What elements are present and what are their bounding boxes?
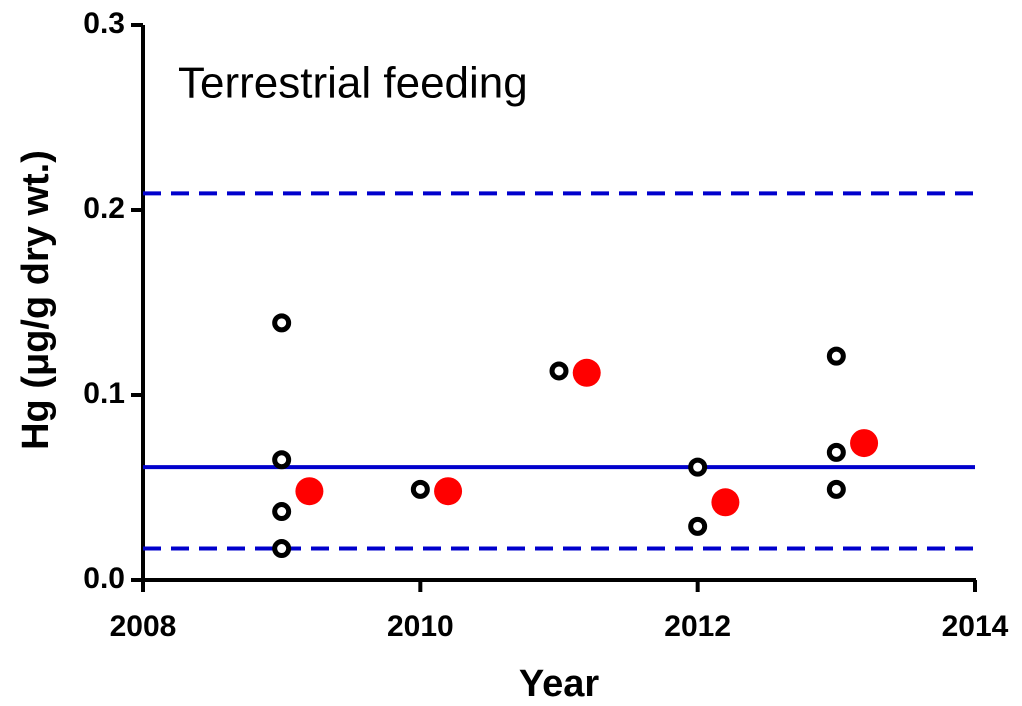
mean-point (295, 477, 324, 506)
x-axis-title: Year (519, 663, 600, 705)
mean-point (434, 477, 463, 506)
y-tick-label: 0.2 (83, 192, 125, 225)
point (272, 450, 292, 470)
annotation: Terrestrial feeding (178, 59, 528, 108)
point (272, 313, 292, 333)
point (826, 479, 846, 499)
point (688, 516, 708, 536)
point (826, 346, 846, 366)
y-axis-title: Hg (μg/g dry wt.) (15, 150, 57, 450)
mean-point (850, 429, 879, 458)
y-tick-label: 0.1 (83, 377, 125, 410)
mean-point (711, 488, 740, 517)
mean-point (572, 358, 601, 387)
x-tick-label: 2010 (387, 610, 454, 643)
point (549, 361, 569, 381)
point (410, 479, 430, 499)
point (272, 502, 292, 522)
point (688, 457, 708, 477)
point (272, 539, 292, 559)
point (826, 442, 846, 462)
x-tick-label: 2014 (942, 610, 1009, 643)
y-tick-label: 0.3 (83, 7, 125, 40)
x-tick-label: 2008 (110, 610, 177, 643)
y-tick-label: 0.0 (83, 562, 125, 595)
x-tick-label: 2012 (664, 610, 731, 643)
